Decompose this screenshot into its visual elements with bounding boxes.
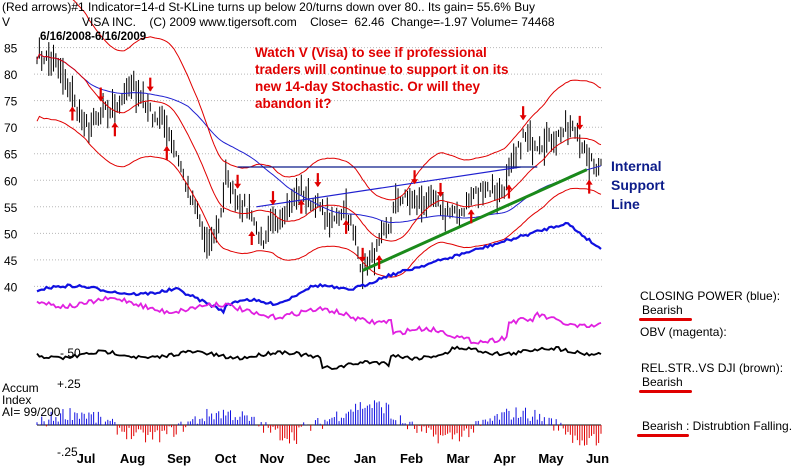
relstr-level: -.50 xyxy=(60,346,81,360)
short-ma-line xyxy=(36,53,602,242)
accum-subtitle: Index xyxy=(2,393,32,407)
month-label: Feb xyxy=(400,451,423,466)
lower-band xyxy=(36,115,602,278)
y-tick-label: 55 xyxy=(4,201,18,215)
y-tick-label: 45 xyxy=(4,254,18,268)
sell-arrow-head xyxy=(314,182,322,188)
month-label: Sep xyxy=(167,451,191,466)
closing-power-status: Bearish xyxy=(642,303,683,317)
buy-arrow-head xyxy=(342,219,350,225)
y-tick-label: 60 xyxy=(4,174,18,188)
upper-band xyxy=(72,0,602,201)
y-tick-label: 65 xyxy=(4,148,18,162)
month-label: Aug xyxy=(120,451,145,466)
support-trendline xyxy=(362,168,588,272)
relative-strength-line xyxy=(36,345,602,371)
month-label: Apr xyxy=(493,451,515,466)
accum-status: Bearish xyxy=(642,419,683,433)
relstr-status: Bearish xyxy=(642,375,683,389)
month-label: Jan xyxy=(354,451,376,466)
month-label: Nov xyxy=(260,451,285,466)
header-line1: (Red arrows)#1 Indicator=14-d St-KLine t… xyxy=(2,0,535,14)
sell-arrow-head xyxy=(411,179,419,185)
y-tick-label: 70 xyxy=(4,121,18,135)
accum-title: Accum xyxy=(2,381,39,395)
buy-arrow-head xyxy=(585,179,593,185)
sell-arrow-head xyxy=(576,124,584,130)
buy-arrow-head xyxy=(248,231,256,237)
moving-average-line xyxy=(36,53,602,223)
month-label: Dec xyxy=(307,451,331,466)
sell-arrow-head xyxy=(269,200,277,206)
sell-arrow-head xyxy=(146,86,154,92)
closing-power-underline xyxy=(639,318,692,321)
accum-status-text: : Distrubtion Falling. xyxy=(686,419,793,433)
buy-arrow-head xyxy=(111,122,119,128)
buy-arrow-head xyxy=(68,106,76,112)
y-tick-label: 80 xyxy=(4,68,18,82)
month-label: May xyxy=(538,451,564,466)
resistance-trendline xyxy=(256,166,521,208)
accum-bottom-level: -.25 xyxy=(57,445,78,459)
sell-arrow-head xyxy=(519,115,527,121)
sell-arrow-head xyxy=(437,191,445,197)
sell-arrow-head xyxy=(97,96,105,102)
y-tick-label: 50 xyxy=(4,227,18,241)
buy-arrow-head xyxy=(505,184,513,190)
obv-line xyxy=(36,295,602,345)
buy-arrow-head xyxy=(297,199,305,205)
buy-arrow-head xyxy=(163,145,171,151)
obv-label: OBV (magenta): xyxy=(640,325,727,339)
month-label: Oct xyxy=(215,451,237,466)
buy-arrow-head xyxy=(375,255,383,261)
annotation-watch-visa: Watch V (Visa) to see if professional tr… xyxy=(255,45,509,111)
sell-arrow-head xyxy=(234,183,242,189)
buy-arrow-head xyxy=(467,209,475,215)
closing-power-line xyxy=(36,221,602,315)
sell-arrow-head xyxy=(359,256,367,262)
y-tick-label: 75 xyxy=(4,95,18,109)
relstr-underline xyxy=(639,390,692,393)
annotation-support-line: Internal Support Line xyxy=(611,158,665,212)
date-range: 6/16/2008-6/16/2009 xyxy=(40,31,147,43)
accum-top-level: +.25 xyxy=(57,377,81,391)
month-label: Jul xyxy=(77,451,96,466)
month-label: Jun xyxy=(586,451,609,466)
y-tick-label: 85 xyxy=(4,42,18,56)
accum-underline xyxy=(637,434,689,437)
ticker-label: V xyxy=(2,15,11,29)
relstr-label: REL.STR..VS DJI (brown): xyxy=(641,361,784,375)
closing-power-label: CLOSING POWER (blue): xyxy=(640,289,781,303)
y-tick-label: 40 xyxy=(4,280,18,294)
header-line2: VISA INC. (C) 2009 www.tigersoft.com Clo… xyxy=(82,15,555,29)
month-label: Mar xyxy=(446,451,469,466)
accum-ai: AI= 99/200 xyxy=(2,405,61,419)
